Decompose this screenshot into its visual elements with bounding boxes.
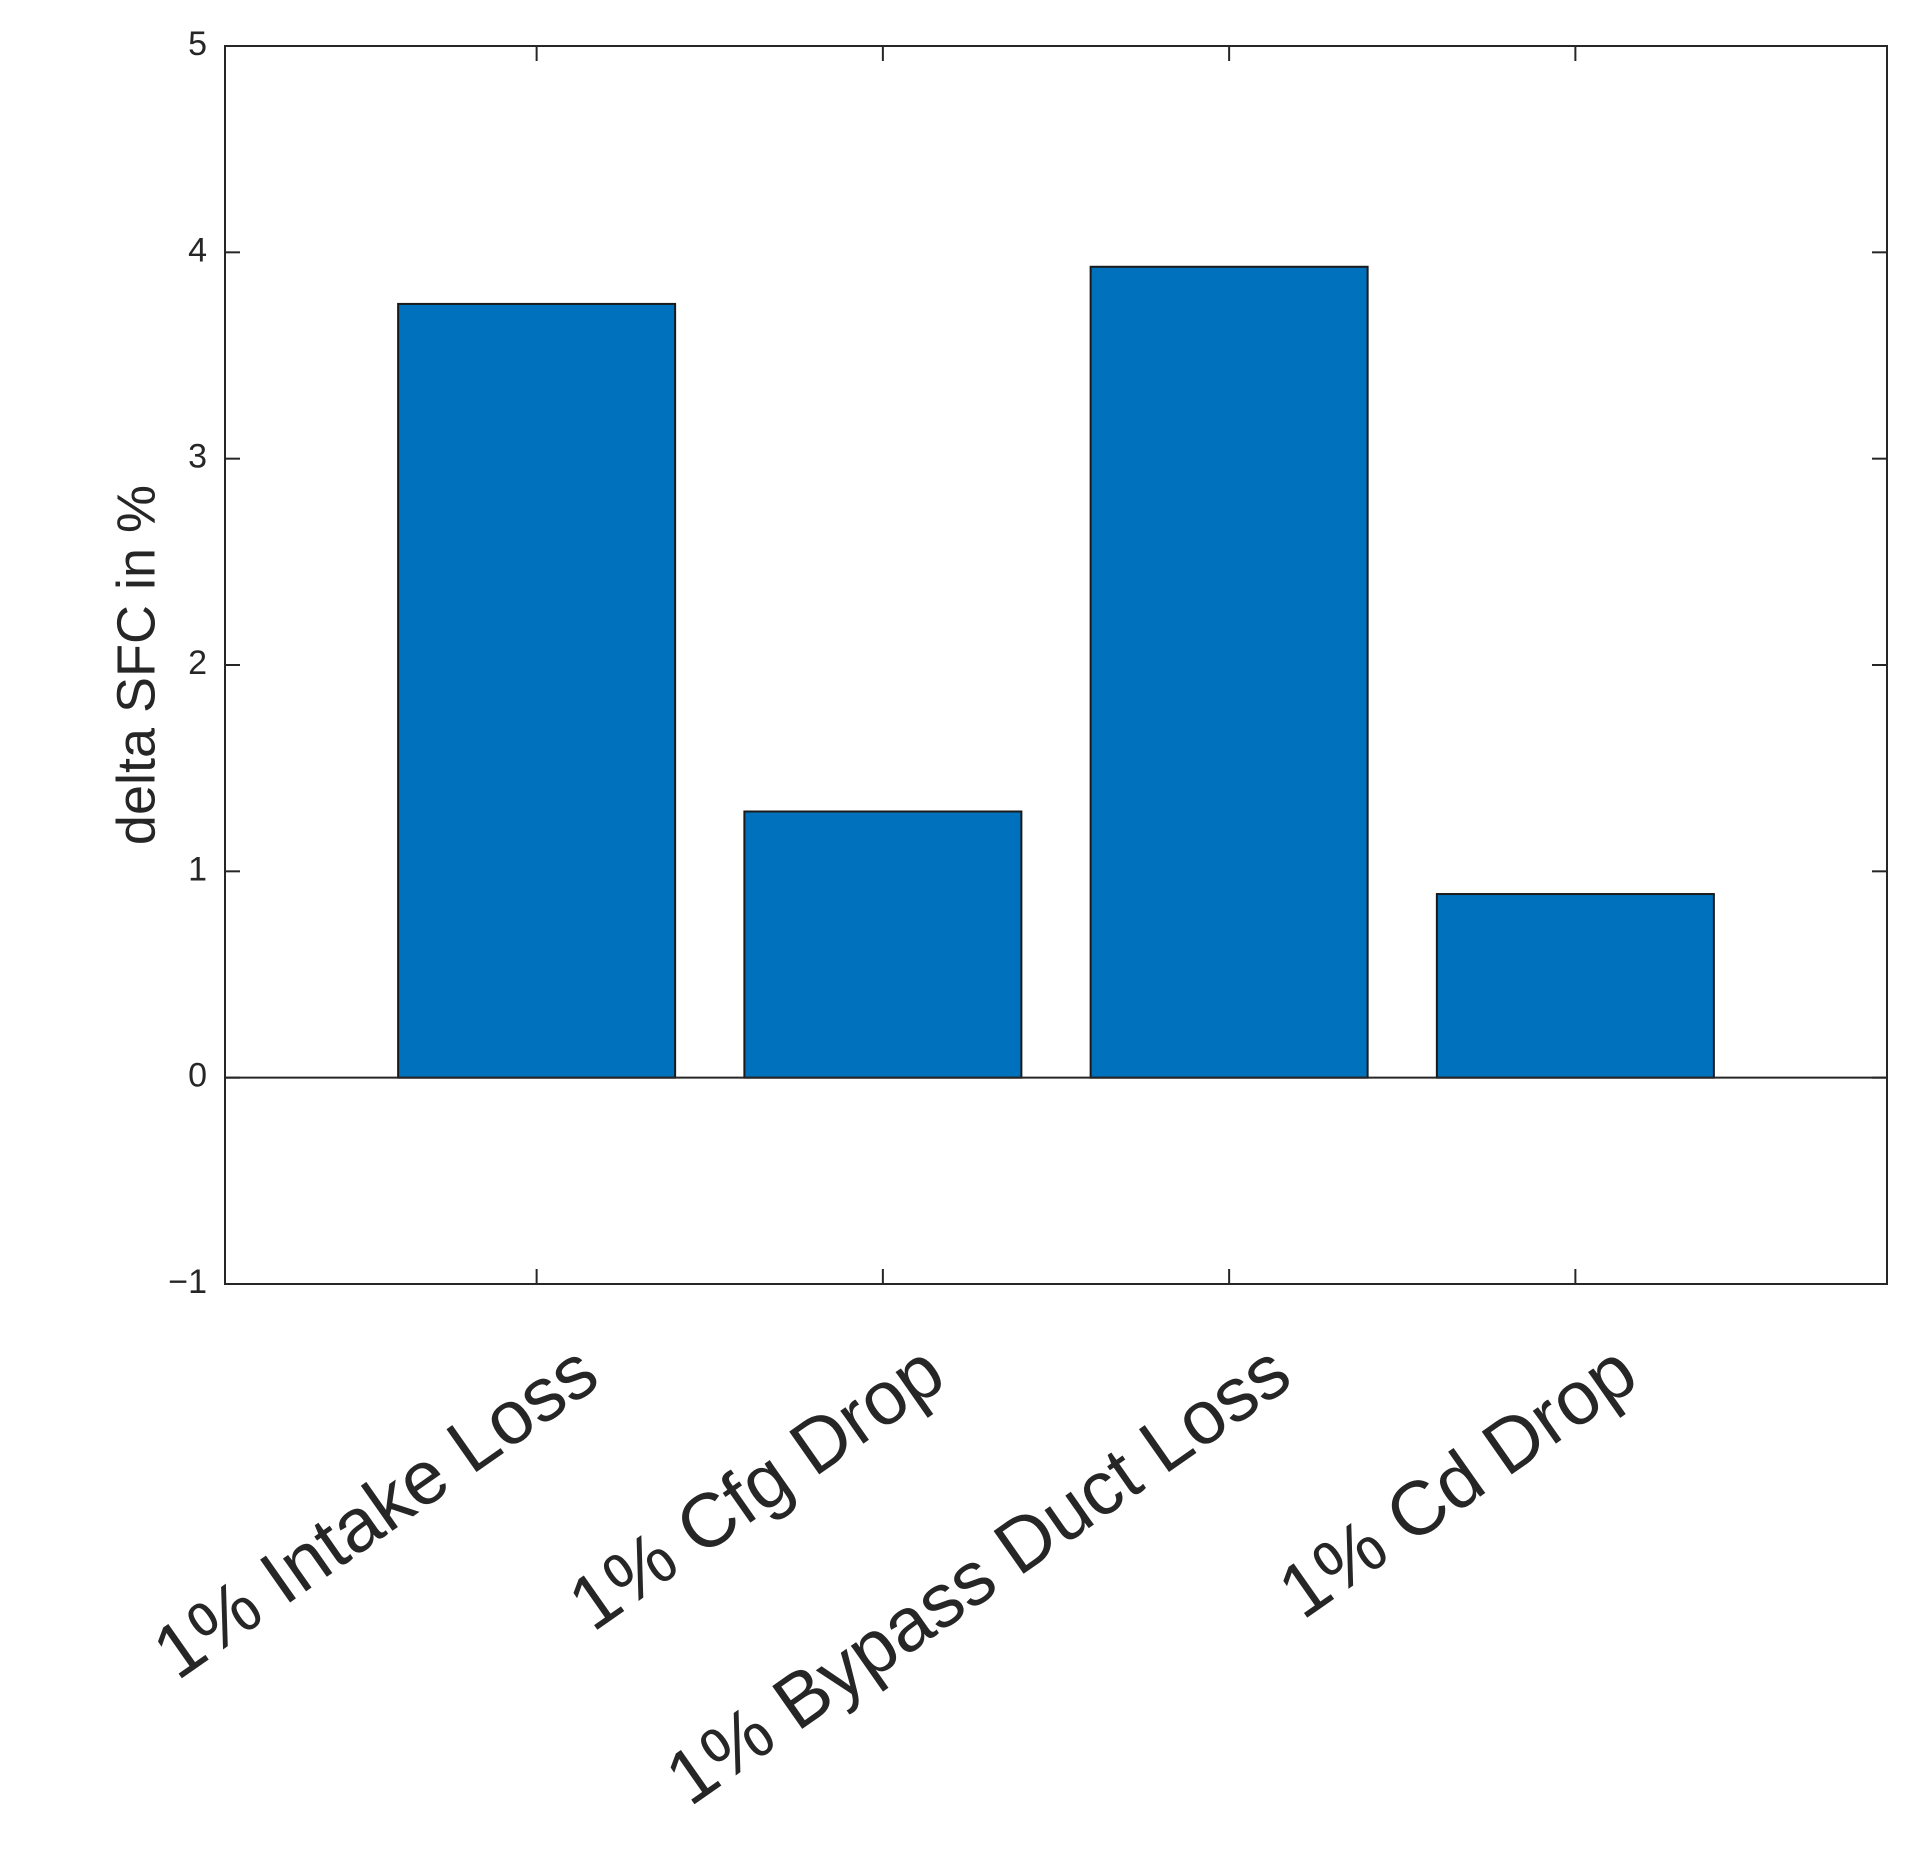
y-tick-label: 5 — [188, 25, 207, 63]
y-axis-label: delta SFC in % — [106, 485, 166, 845]
bar — [743, 810, 1023, 1079]
y-tick-label: 4 — [188, 231, 207, 269]
y-tick-label: 2 — [188, 644, 207, 682]
plot-frame — [224, 45, 1888, 1285]
y-tick-label: −1 — [168, 1263, 207, 1301]
y-tick-label: 3 — [188, 438, 207, 476]
bar — [1089, 265, 1369, 1079]
y-tick-label: 1 — [188, 850, 207, 888]
bar — [397, 302, 677, 1079]
y-tick-label: 0 — [188, 1057, 207, 1095]
bar — [1435, 893, 1715, 1079]
